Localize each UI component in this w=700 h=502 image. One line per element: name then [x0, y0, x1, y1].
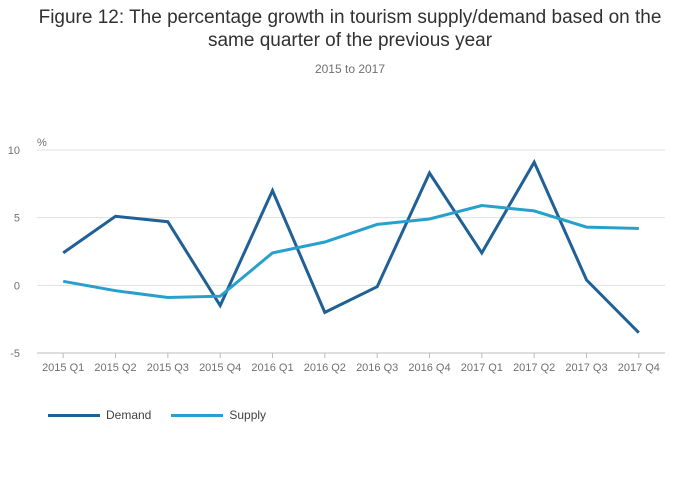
title-block: Figure 12: The percentage growth in tour… — [0, 6, 700, 76]
y-axis-ticks: -5 0 5 10 — [8, 145, 20, 360]
data-point-supply[interactable] — [428, 217, 432, 221]
x-tick-label: 2015 Q1 — [42, 362, 84, 374]
data-point-supply[interactable] — [271, 251, 275, 255]
data-point-supply[interactable] — [61, 279, 65, 283]
data-point-supply[interactable] — [114, 289, 118, 293]
legend: Demand Supply — [48, 408, 286, 422]
data-point-supply[interactable] — [532, 209, 536, 213]
series-line-demand[interactable] — [62, 158, 640, 334]
data-point-demand[interactable] — [637, 331, 641, 335]
x-tick-label: 2015 Q2 — [94, 362, 136, 374]
x-tick-label: 2015 Q3 — [147, 362, 189, 374]
y-tick-label: 10 — [8, 145, 20, 157]
y-tick-label: -5 — [10, 348, 20, 360]
data-point-demand[interactable] — [428, 171, 432, 175]
data-point-supply[interactable] — [585, 225, 589, 229]
x-tick-label: 2017 Q4 — [618, 362, 660, 374]
x-axis-ticks: 2015 Q1 2015 Q2 2015 Q3 2015 Q4 2016 Q1 2016 … — [42, 353, 660, 374]
legend-swatch-demand — [48, 413, 100, 417]
data-point-supply[interactable] — [218, 294, 222, 298]
data-point-demand[interactable] — [271, 189, 275, 193]
data-point-supply[interactable] — [637, 226, 641, 230]
data-point-demand[interactable] — [114, 214, 118, 218]
data-point-supply[interactable] — [323, 240, 327, 244]
legend-item-supply[interactable]: Supply — [171, 408, 266, 422]
y-tick-label: 5 — [14, 213, 20, 225]
data-point-demand[interactable] — [480, 251, 484, 255]
x-tick-label: 2017 Q3 — [565, 362, 607, 374]
data-point-demand[interactable] — [218, 304, 222, 308]
x-tick-label: 2015 Q4 — [199, 362, 241, 374]
x-tick-label: 2016 Q2 — [304, 362, 346, 374]
x-tick-label: 2016 Q1 — [251, 362, 293, 374]
gridlines — [37, 149, 665, 354]
chart-title: Figure 12: The percentage growth in tour… — [38, 7, 662, 51]
data-point-demand[interactable] — [375, 285, 379, 289]
x-tick-label: 2016 Q4 — [408, 362, 450, 374]
x-tick-label: 2017 Q1 — [461, 362, 503, 374]
data-point-supply[interactable] — [166, 296, 170, 300]
legend-item-demand[interactable]: Demand — [48, 408, 151, 422]
x-tick-label: 2017 Q2 — [513, 362, 555, 374]
data-point-supply[interactable] — [480, 203, 484, 207]
y-tick-label: 0 — [14, 280, 20, 292]
data-point-demand[interactable] — [532, 160, 536, 164]
data-point-demand[interactable] — [166, 220, 170, 224]
chart-subtitle: 2015 to 2017 — [314, 62, 386, 76]
series-lines — [61, 158, 641, 335]
y-axis-label: % — [37, 137, 47, 149]
series-line-supply[interactable] — [62, 203, 639, 300]
legend-label-supply: Supply — [229, 408, 267, 422]
data-point-demand[interactable] — [61, 251, 65, 255]
legend-swatch-supply — [171, 413, 224, 417]
legend-label-demand: Demand — [106, 408, 152, 422]
data-point-supply[interactable] — [375, 222, 379, 226]
x-tick-label: 2016 Q3 — [356, 362, 398, 374]
data-point-demand[interactable] — [585, 278, 589, 282]
data-point-demand[interactable] — [323, 310, 327, 314]
